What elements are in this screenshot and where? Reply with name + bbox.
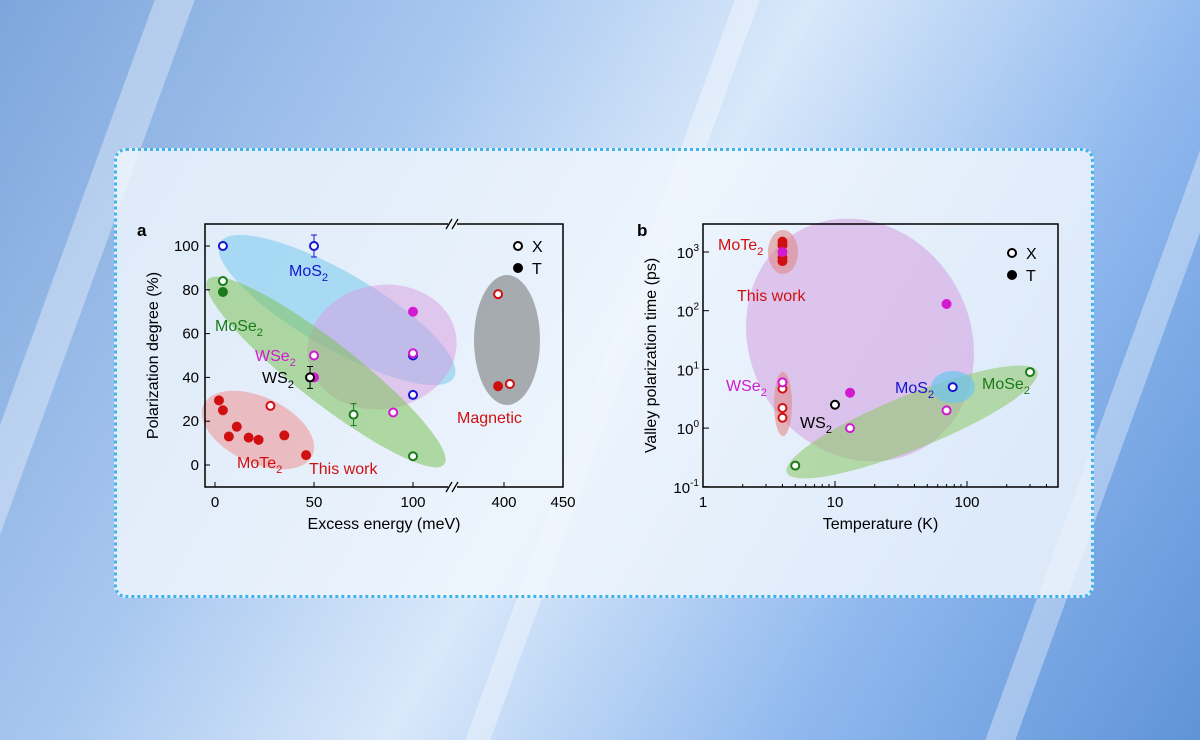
mose2-region <box>206 276 446 468</box>
panel-a-plot-frame <box>204 223 564 488</box>
panel-b-plot-frame <box>702 223 1059 488</box>
a-point-mote2 <box>223 431 234 442</box>
a-point-mos2 <box>217 241 228 251</box>
axis-break-gap <box>448 219 457 229</box>
y-tick-label: 102 <box>677 302 700 321</box>
a-point-mose2 <box>408 451 418 462</box>
a-point-wse2 <box>309 350 319 361</box>
a-point-mose2 <box>348 409 359 420</box>
x-axis-label: Excess energy (meV) <box>308 516 461 533</box>
a-point-magnetic <box>504 378 515 389</box>
a-point-mote2 <box>253 434 264 445</box>
b-point-ws2 <box>830 399 840 410</box>
axis-break-icon <box>445 481 459 493</box>
a-point-ws2 <box>305 372 316 383</box>
x-tick-label: 0 <box>211 494 219 511</box>
panel-label-b: b <box>637 221 647 240</box>
magnetic-region <box>474 275 540 405</box>
axes <box>204 218 1059 493</box>
legend-label-T: T <box>1026 268 1036 285</box>
x-tick-label: 50 <box>306 494 323 511</box>
label-mose2: MoSe2 <box>215 318 263 339</box>
b-point-wse2 <box>845 387 856 398</box>
a-point-wse2 <box>408 306 418 317</box>
legend-label-X: X <box>532 239 543 256</box>
b-point-mote2 <box>777 256 788 267</box>
b-point-wse2 <box>845 423 856 434</box>
labels: a b 0 50 100 400 450 0 20 40 60 80 100 Excess energy … <box>137 221 1037 533</box>
label-wse2: WSe2 <box>726 378 767 399</box>
panel-label-a: a <box>137 221 147 240</box>
x-tick-label: 10 <box>827 494 844 511</box>
a-point-mote2 <box>231 421 242 432</box>
a-point-mote2 <box>213 395 224 406</box>
y-tick-label: 0 <box>191 457 199 474</box>
y-tick-label: 80 <box>182 282 199 299</box>
a-point-magnetic <box>493 289 504 300</box>
y-tick-label: 101 <box>677 360 700 379</box>
a-point-mose2 <box>217 276 228 287</box>
y-tick-label: 100 <box>174 238 199 255</box>
b-point-wse2 <box>941 405 952 416</box>
a-point-wse2 <box>408 348 418 359</box>
axis-break-icon <box>445 218 459 230</box>
annotation-magnetic: Magnetic <box>457 410 522 427</box>
label-mote2: MoTe2 <box>237 455 282 476</box>
a-point-mose2 <box>217 286 228 297</box>
b-point-wse2 <box>777 377 788 388</box>
a-point-mote2 <box>243 432 254 443</box>
a-point-mos2 <box>309 241 319 251</box>
x-tick-label: 1 <box>699 494 707 511</box>
y-tick-label: 10-1 <box>673 478 699 497</box>
label-mos2: MoS2 <box>289 263 328 284</box>
label-mos2: MoS2 <box>895 380 934 401</box>
label-ws2: WS2 <box>262 370 294 391</box>
a-point-mote2 <box>279 430 290 441</box>
b-point-mote2 <box>777 402 788 413</box>
a-point-wse2 <box>388 407 399 418</box>
label-ws2: WS2 <box>800 415 832 436</box>
label-mote2: MoTe2 <box>718 237 763 258</box>
axis-break-gap <box>448 482 457 492</box>
b-point-mos2 <box>947 382 958 393</box>
y-tick-label: 20 <box>182 413 199 430</box>
y-axis-label: Polarization degree (%) <box>145 272 162 439</box>
b-point-wse2 <box>941 299 952 310</box>
label-wse2: WSe2 <box>255 348 296 369</box>
y-tick-label: 60 <box>182 326 199 343</box>
a-point-mos2 <box>408 389 418 400</box>
a-point-mote2 <box>217 405 228 416</box>
a-point-mote2 <box>265 400 276 411</box>
x-tick-label: 400 <box>491 494 516 511</box>
y-axis-label: Valley polarization time (ps) <box>643 258 660 453</box>
a-point-mote2 <box>301 450 312 461</box>
legend-label-X: X <box>1026 246 1037 263</box>
x-tick-label: 100 <box>400 494 425 511</box>
data-marks <box>213 234 1035 471</box>
b-point-mose2 <box>790 460 801 471</box>
legend-marker-X <box>513 241 523 251</box>
x-tick-label: 450 <box>550 494 575 511</box>
legend-label-T: T <box>532 261 542 278</box>
panel-b-group-shading <box>746 218 1038 479</box>
panel-a-group-shading <box>201 234 540 470</box>
annotation-this-work: This work <box>309 461 378 478</box>
y-tick-label: 40 <box>182 369 199 386</box>
b-point-mose2 <box>1024 367 1035 378</box>
x-tick-label: 100 <box>954 494 979 511</box>
label-mose2: MoSe2 <box>982 376 1030 397</box>
y-tick-label: 103 <box>677 243 700 262</box>
legend-marker-T <box>513 263 523 273</box>
annotation-this-work: This work <box>737 288 806 305</box>
b-point-mote2 <box>777 412 788 423</box>
y-tick-label: 100 <box>677 419 700 438</box>
x-axis-label: Temperature (K) <box>823 516 939 533</box>
mose2-region <box>786 365 1038 479</box>
a-point-magnetic <box>493 381 504 392</box>
b-point-wse2 <box>777 247 788 257</box>
mote2-region <box>201 390 315 470</box>
legend-marker-X <box>1007 248 1017 258</box>
legend-marker-T <box>1007 270 1017 280</box>
